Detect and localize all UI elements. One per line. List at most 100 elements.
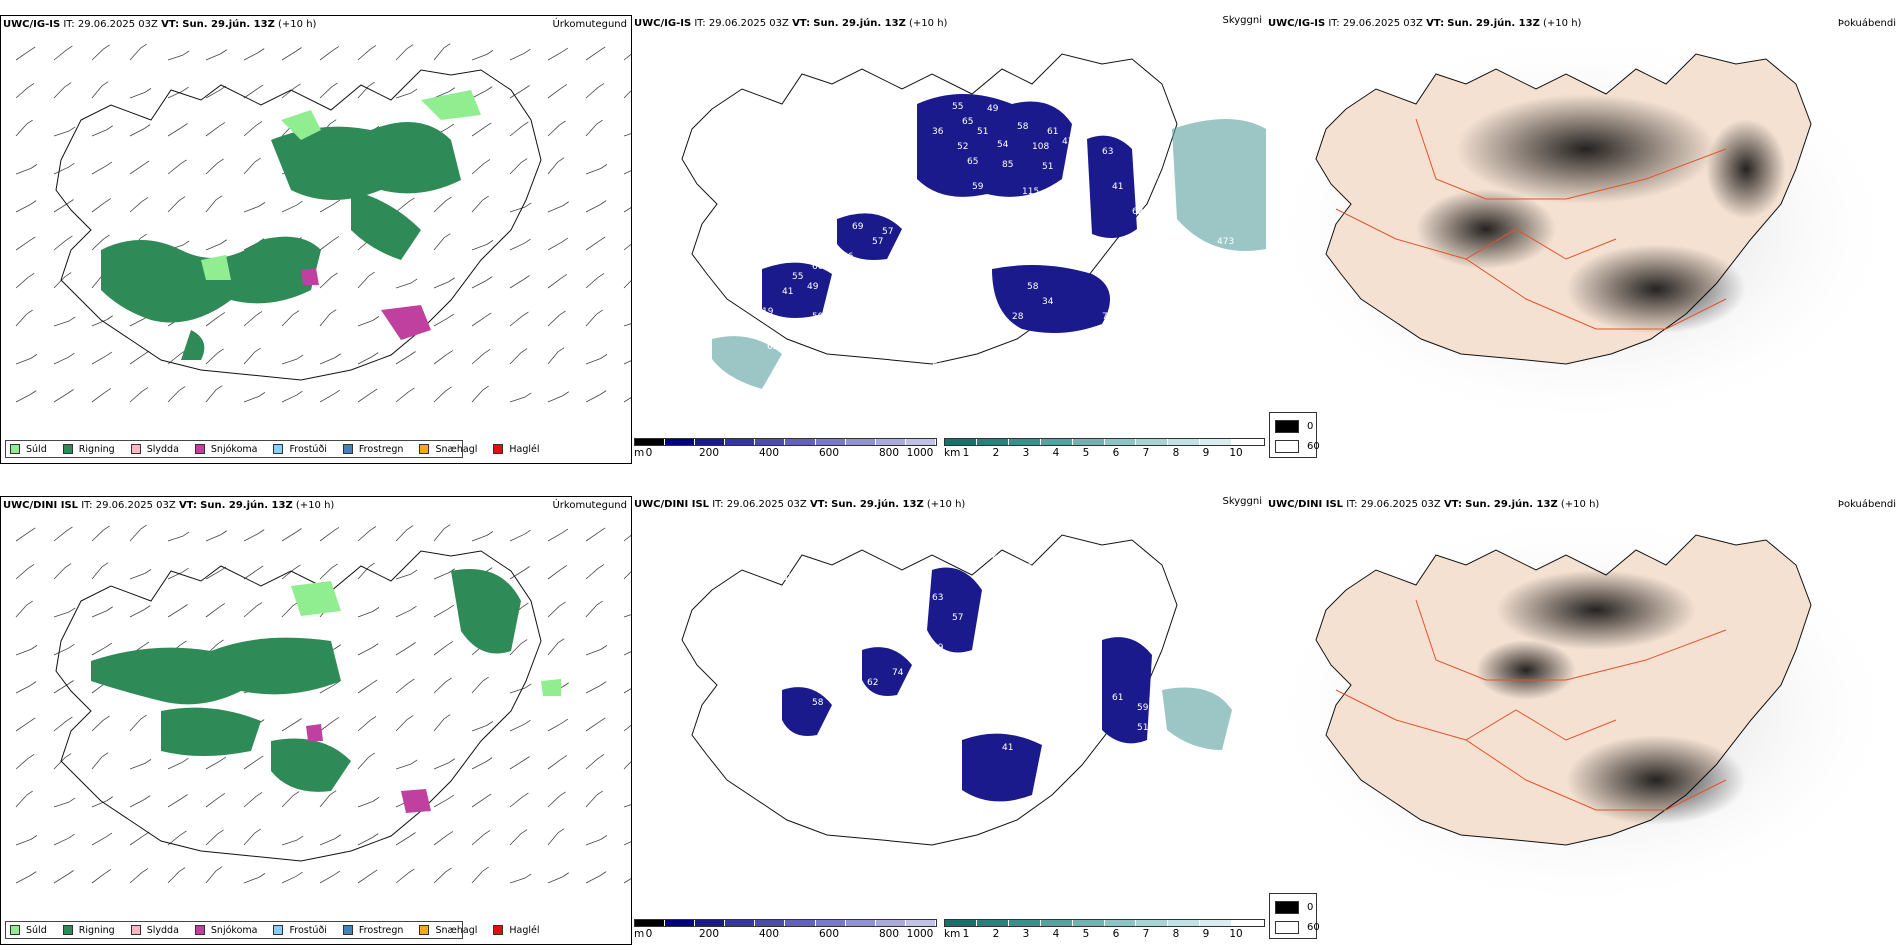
wind-barb [67, 870, 74, 875]
wind-barb [15, 758, 29, 770]
wind-barb [178, 386, 186, 391]
wind-barb [243, 315, 257, 327]
wind-barb [329, 790, 337, 796]
wind-barb [255, 602, 263, 607]
wind-barb [217, 639, 224, 645]
wind-barb [486, 721, 494, 726]
wind-barb [53, 684, 68, 694]
wind-barb [559, 601, 566, 607]
wind-barb [205, 833, 218, 846]
wind-barb [547, 832, 559, 846]
wind-barb [562, 391, 569, 397]
wind-barb [585, 604, 597, 618]
wind-barb [357, 756, 369, 770]
wind-barb [599, 390, 607, 395]
wind-barb [67, 680, 74, 685]
wind-barb [66, 45, 73, 51]
wind-barb [485, 757, 493, 762]
legend-swatch [342, 925, 353, 935]
wind-barb [471, 761, 487, 770]
wind-barb [406, 525, 414, 530]
wind-barb [446, 350, 454, 355]
height-swatch [725, 920, 756, 926]
wind-barb [296, 354, 304, 360]
cloud-base-value: 28 [1012, 312, 1024, 322]
wind-barb [205, 760, 221, 770]
wind-barb [623, 133, 631, 137]
wind-barb [101, 81, 109, 87]
wind-barb [369, 716, 377, 721]
wind-barb [257, 529, 265, 534]
wind-barb [15, 648, 32, 656]
precip-map [15, 524, 631, 884]
wind-barb [129, 391, 143, 403]
wind-barb [294, 564, 301, 570]
wind-barb [483, 830, 491, 835]
wind-barb [471, 353, 485, 365]
vis-swatch [1200, 439, 1233, 445]
wind-barb [522, 311, 529, 317]
wind-barb [482, 676, 489, 682]
precip-type-panel-bottom: UWC/DINI ISL IT: 29.06.2025 03Z VT: Sun.… [0, 496, 632, 945]
wind-barb [91, 319, 107, 327]
wind-barb [482, 866, 489, 872]
wind-barb [433, 390, 446, 403]
wind-barb [509, 760, 524, 770]
wind-barb [104, 388, 112, 393]
cloud-base-value: 49 [807, 282, 819, 292]
wind-barb [547, 722, 563, 732]
wind-barb [509, 877, 526, 884]
wind-barb [562, 682, 569, 688]
drizzle-areas [291, 581, 561, 696]
wind-barb [103, 525, 110, 531]
wind-barb [395, 609, 411, 618]
wind-barb [600, 164, 608, 169]
wind-barb [28, 717, 36, 723]
wind-barb [585, 721, 600, 732]
wind-barb [106, 606, 113, 612]
wind-barb [243, 832, 255, 846]
wind-barb [623, 53, 631, 61]
wind-barb [547, 278, 562, 289]
wind-barb [294, 83, 301, 89]
product-title: Skyggni [1222, 15, 1262, 26]
wind-barb [66, 716, 73, 722]
wind-barb [357, 683, 372, 694]
wind-barb [205, 870, 217, 884]
wind-barb [144, 569, 152, 574]
vis-swatch [1104, 920, 1137, 926]
vis-swatch [1104, 439, 1137, 445]
wind-barb [623, 571, 631, 580]
wind-barb [281, 795, 294, 808]
wind-barb [256, 755, 264, 761]
cloud-base-value: 55 [792, 272, 803, 282]
wind-barb [486, 531, 494, 536]
wind-barb [623, 243, 631, 251]
wind-barb [547, 51, 563, 61]
cloud-base-value: 41 [977, 307, 988, 317]
wind-barb [585, 277, 599, 289]
wind-barb [447, 123, 455, 129]
wind-barb [103, 44, 110, 50]
wind-barb [585, 794, 597, 808]
height-swatch [755, 920, 786, 926]
wind-barb [623, 724, 631, 732]
wind-barb [522, 792, 529, 798]
wind-barb [433, 681, 446, 694]
wind-barb [129, 799, 145, 808]
wind-barb [243, 351, 255, 365]
cloud-base-value: 69 [1042, 202, 1054, 212]
product-title: Skyggni [1222, 496, 1262, 507]
wind-barb [319, 531, 334, 542]
wind-barb [129, 609, 145, 618]
wind-barb [433, 762, 449, 770]
cloud-map: 55 49 53 47 65 36 51 58 61 52 54 108 47 65 85 51 86 99 63 5… [681, 53, 1266, 397]
cloud-base-value: 39 [1082, 743, 1094, 753]
legend-swatch [273, 925, 284, 935]
wind-barb [623, 651, 631, 656]
wind-barb [524, 238, 531, 244]
wind-barb [445, 196, 452, 202]
cloud-base-value: 50 [827, 322, 839, 332]
wind-barb [215, 195, 223, 201]
panel-header: UWC/DINI ISL IT: 29.06.2025 03Z VT: Sun.… [1268, 499, 1600, 510]
